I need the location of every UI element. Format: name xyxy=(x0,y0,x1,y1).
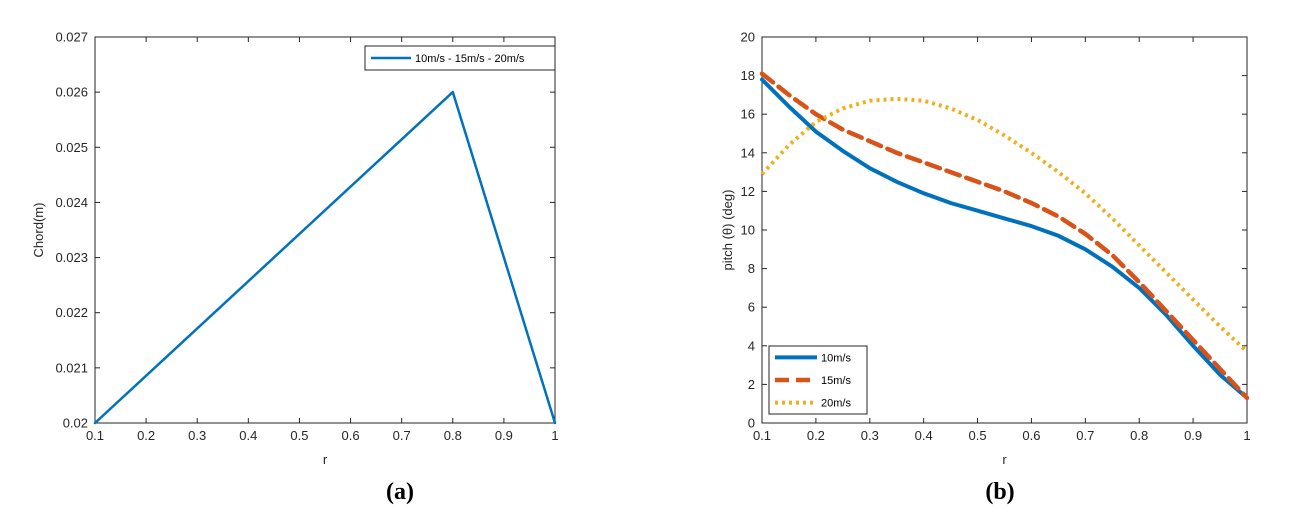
x-tick-label: 0.4 xyxy=(239,428,257,443)
y-tick-label: 6 xyxy=(748,300,755,315)
series-line-10m-s-15m-s-20m-s xyxy=(93,90,557,425)
x-axis-label: r xyxy=(323,452,328,467)
series-line-15m-s xyxy=(759,71,1250,401)
x-axis-label: r xyxy=(1002,452,1007,467)
x-tick-label: 0.1 xyxy=(753,428,771,443)
y-tick-label: 16 xyxy=(741,107,755,122)
y-tick-label: 0.024 xyxy=(55,195,88,210)
caption-b: (b) xyxy=(985,479,1014,505)
y-axis-label: Chord(m) xyxy=(31,203,46,258)
y-tick-label: 14 xyxy=(741,145,755,160)
x-tick-label: 0.3 xyxy=(188,428,206,443)
x-tick-label: 0.4 xyxy=(915,428,933,443)
y-tick-label: 0.023 xyxy=(55,250,88,265)
x-tick-label: 0.8 xyxy=(444,428,462,443)
series-line-20m-s xyxy=(760,96,1249,354)
x-tick-label: 0.2 xyxy=(807,428,825,443)
x-tick-label: 1 xyxy=(1243,428,1250,443)
y-tick-label: 0.02 xyxy=(63,416,88,431)
legend-label: 20m/s xyxy=(821,398,851,410)
y-tick-label: 0.021 xyxy=(55,360,88,375)
x-tick-label: 0.9 xyxy=(1184,428,1202,443)
x-tick-label: 0.6 xyxy=(1022,428,1040,443)
x-tick-label: 0.7 xyxy=(1076,428,1094,443)
legend-label: 15m/s xyxy=(821,375,851,387)
y-tick-label: 0.025 xyxy=(55,140,88,155)
y-tick-label: 8 xyxy=(748,261,755,276)
legend-label: 10m/s xyxy=(821,352,851,364)
y-tick-label: 0 xyxy=(748,416,755,431)
y-tick-label: 4 xyxy=(748,338,755,353)
y-tick-label: 20 xyxy=(741,30,755,45)
legend-label: 10m/s - 15m/s - 20m/s xyxy=(415,53,525,65)
x-tick-label: 0.6 xyxy=(342,428,360,443)
x-tick-label: 0.5 xyxy=(290,428,308,443)
x-tick-label: 1 xyxy=(551,428,558,443)
y-axis-label: pitch (θ) (deg) xyxy=(720,190,735,271)
y-tick-label: 18 xyxy=(741,68,755,83)
x-tick-label: 0.7 xyxy=(393,428,411,443)
y-tick-label: 0.027 xyxy=(55,30,88,45)
x-tick-label: 0.3 xyxy=(861,428,879,443)
pitch-chart: 0.1 0.2 0.3 0.4 0.5 0.6 0.7 0.8 0.9 1024681012141… xyxy=(720,30,1251,468)
axes-box xyxy=(94,36,556,424)
x-tick-label: 0.5 xyxy=(969,428,987,443)
x-tick-label: 0.8 xyxy=(1130,428,1148,443)
x-tick-label: 0.2 xyxy=(137,428,155,443)
y-tick-label: 10 xyxy=(741,223,755,238)
y-tick-label: 12 xyxy=(741,184,755,199)
x-tick-label: 0.1 xyxy=(86,428,104,443)
chord-chart: 0.1 0.2 0.3 0.4 0.5 0.6 0.7 0.8 0.9 1 0.02 0.021 0.0… xyxy=(31,30,559,468)
series-line-10m-s xyxy=(760,77,1249,400)
y-tick-label: 0.022 xyxy=(55,305,88,320)
x-tick-label: 0.9 xyxy=(495,428,513,443)
caption-a: (a) xyxy=(386,479,414,505)
y-tick-label: 2 xyxy=(748,377,755,392)
y-tick-label: 0.026 xyxy=(55,85,88,100)
